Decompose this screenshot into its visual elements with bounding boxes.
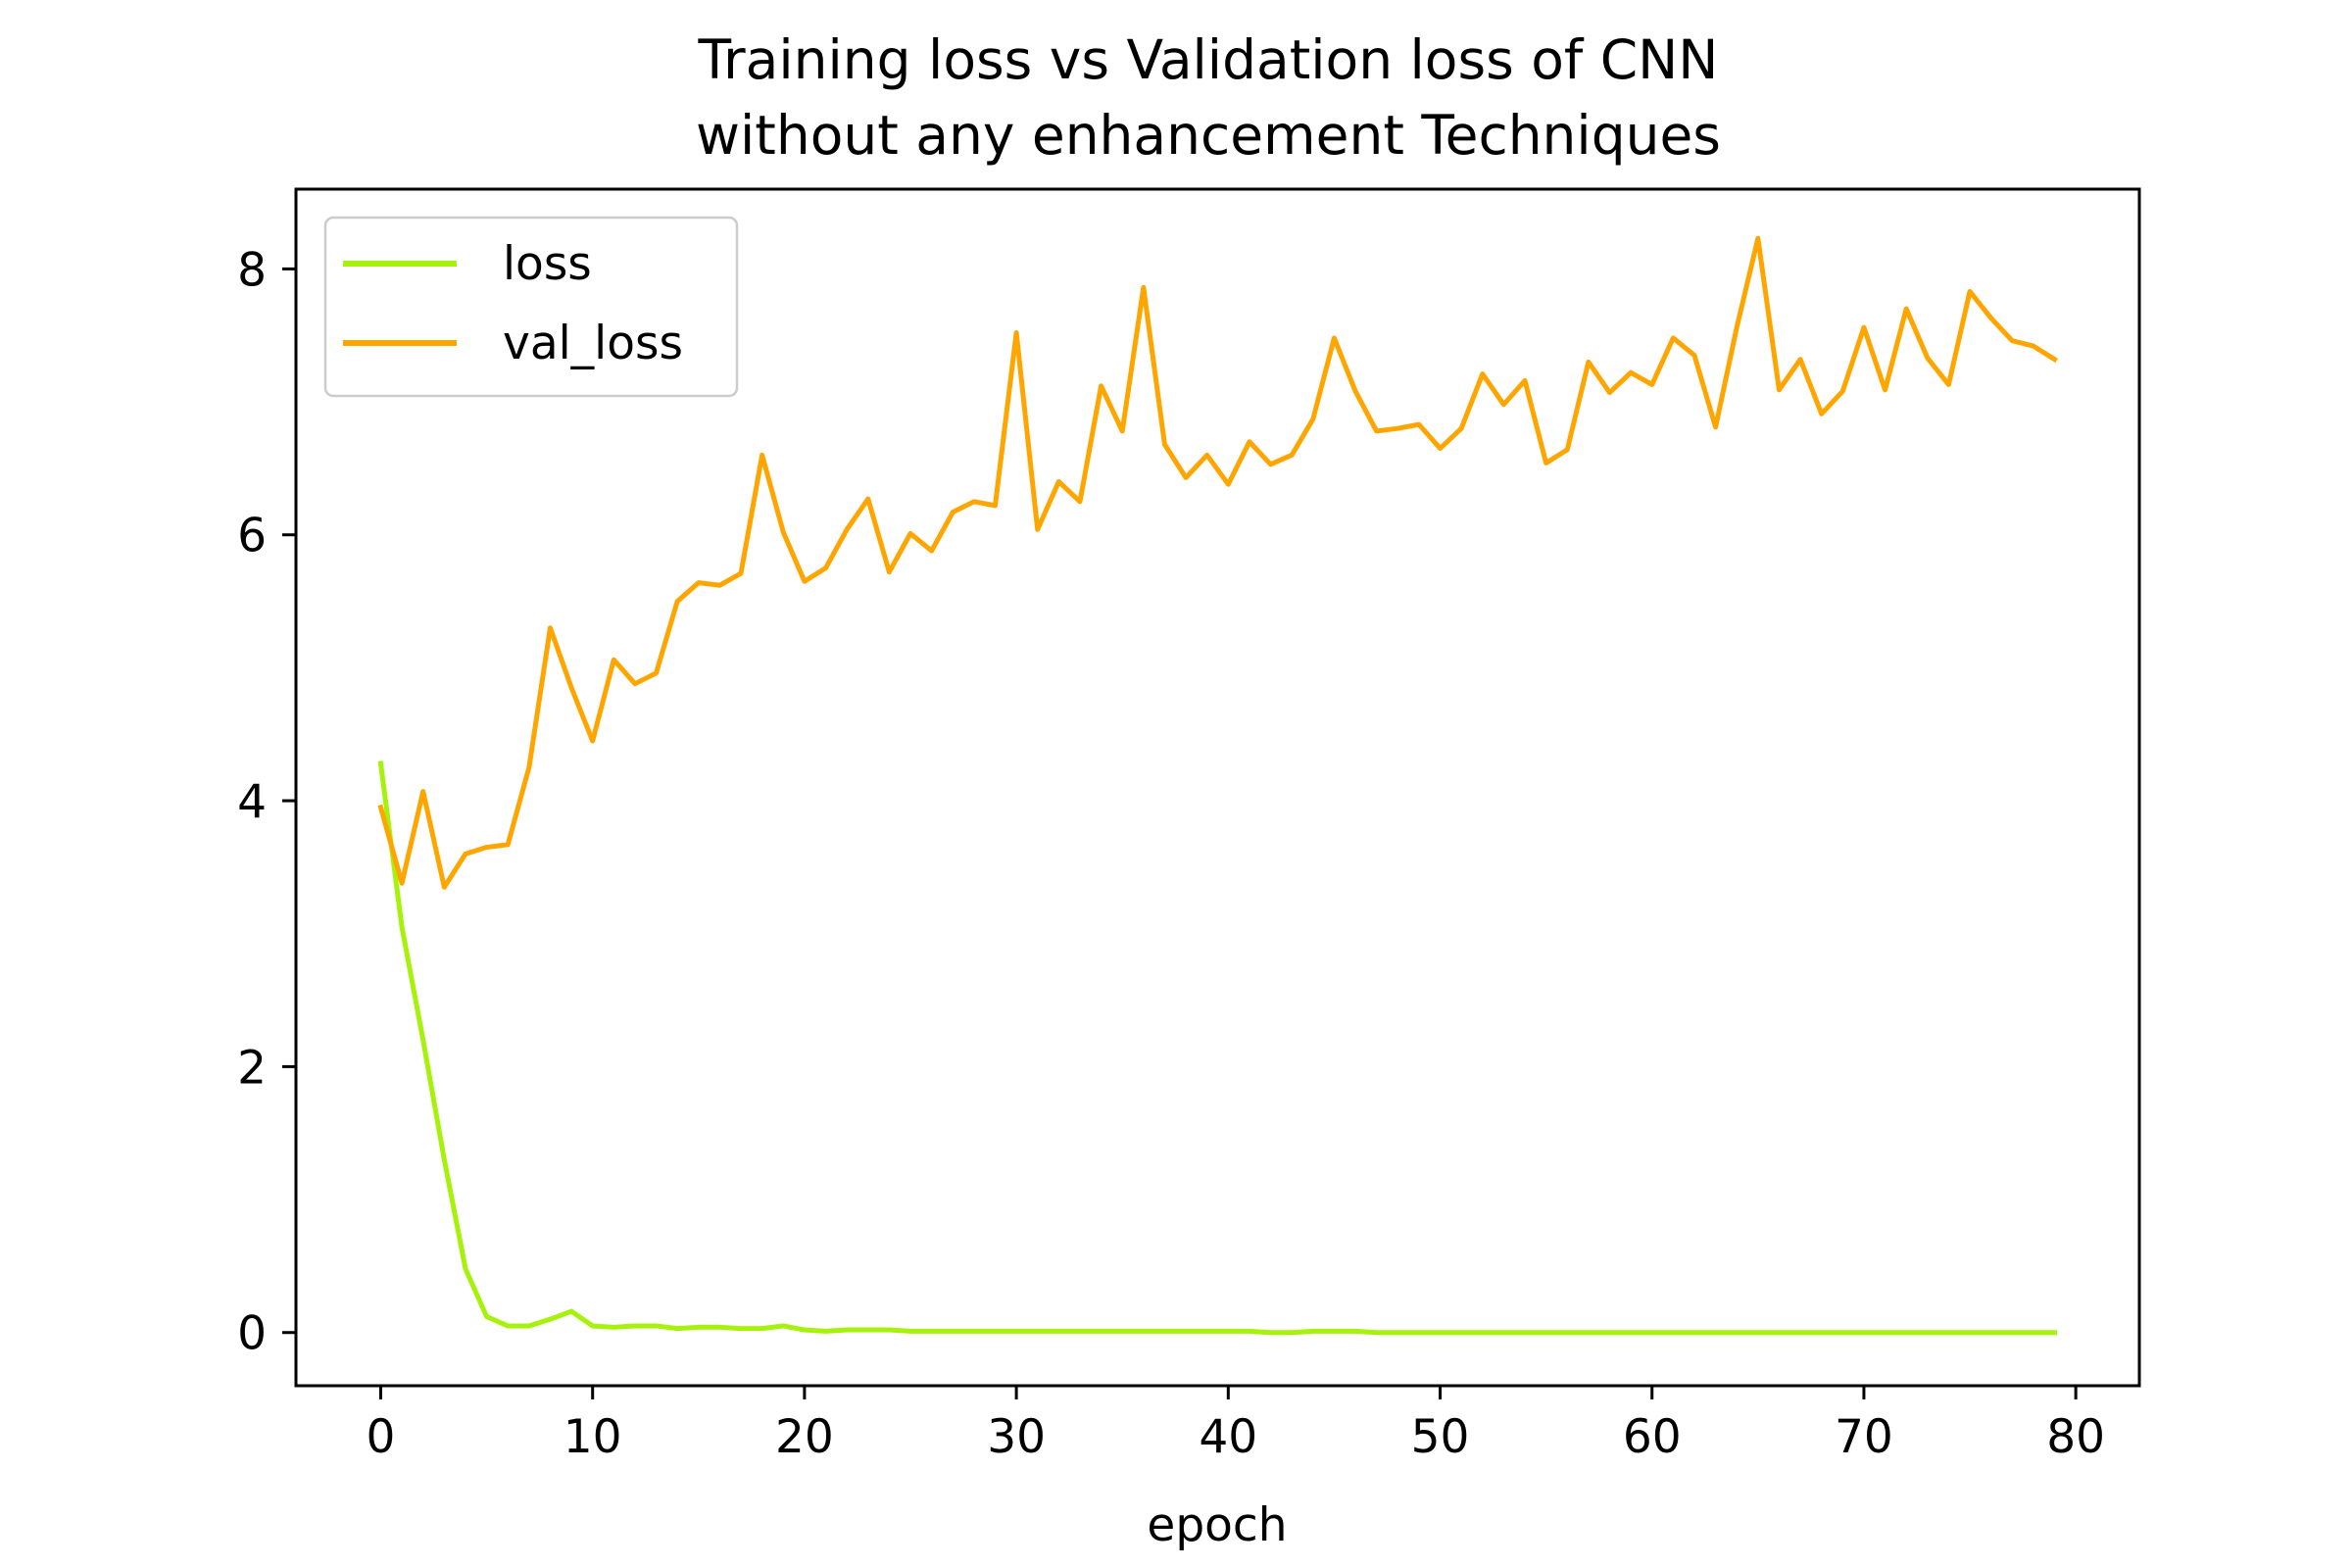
x-tick-label: 50: [1411, 1410, 1470, 1464]
x-axis-label: epoch: [1147, 1498, 1287, 1552]
legend-label-val-loss: val_loss: [503, 317, 683, 370]
legend-label-loss: loss: [503, 237, 592, 291]
x-tick-label: 80: [2046, 1410, 2105, 1464]
y-axis-ticks: 0 2 4 6 8: [237, 243, 296, 1361]
y-tick-label: 0: [237, 1307, 267, 1361]
legend: loss val_loss: [323, 216, 739, 398]
y-tick-label: 2: [237, 1041, 267, 1095]
x-tick-label: 10: [564, 1410, 622, 1464]
x-tick-label: 40: [1199, 1410, 1257, 1464]
x-tick-label: 70: [1835, 1410, 1893, 1464]
series-line-val-loss: [377, 235, 2058, 890]
series-layer: [377, 235, 2058, 1336]
axes-frame: [294, 187, 2141, 1388]
x-tick-label: 20: [775, 1410, 834, 1464]
x-tick-label: 30: [987, 1410, 1046, 1464]
x-tick-label: 60: [1623, 1410, 1682, 1464]
chart-title-line-1: Training loss vs Validation loss of CNN: [698, 28, 1719, 91]
y-tick-label: 4: [237, 775, 267, 829]
y-tick-label: 6: [237, 510, 267, 564]
x-tick-label: 0: [367, 1410, 396, 1464]
chart-title-line-2: without any enhancement Techniques: [696, 104, 1721, 167]
x-axis-ticks: 0 10 20 30 40 50 60 70 80: [367, 1386, 2105, 1464]
series-line-loss: [377, 760, 2058, 1336]
y-tick-label: 8: [237, 243, 267, 297]
